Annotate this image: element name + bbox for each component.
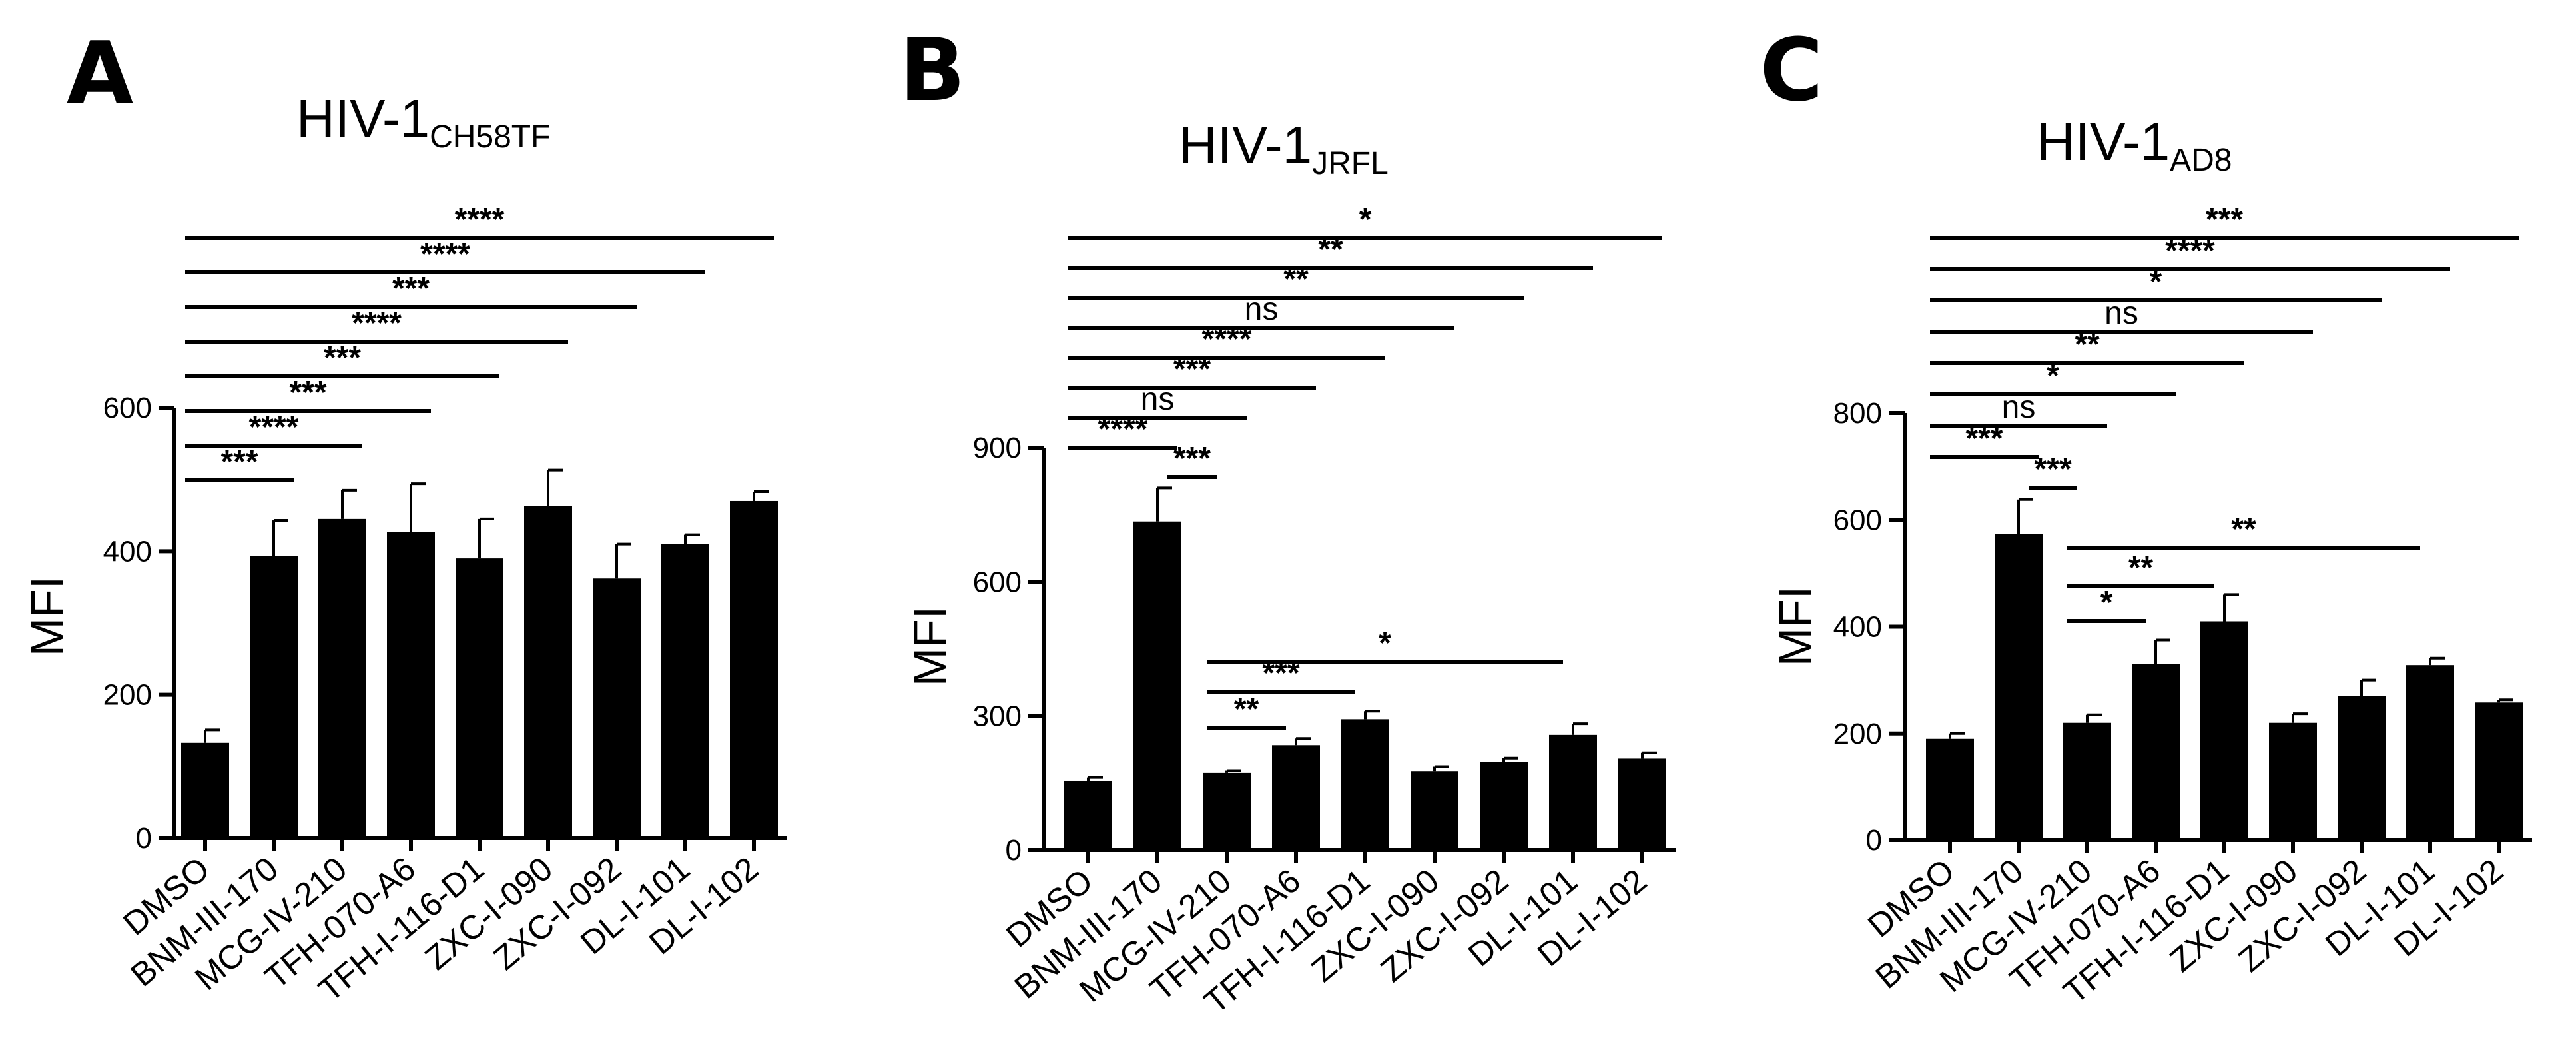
- significance-label: ****: [1202, 322, 1252, 357]
- significance-label: ***: [2206, 202, 2243, 237]
- bar: [2063, 722, 2111, 840]
- panel-title: HIV-1CH58TF: [296, 89, 550, 155]
- y-tick-label: 300: [973, 700, 1022, 733]
- bar: [1272, 745, 1320, 850]
- significance-label: ****: [249, 410, 299, 445]
- significance-label: **: [2231, 512, 2256, 547]
- significance-label: ****: [420, 237, 470, 272]
- y-tick-label: 0: [1006, 834, 1022, 867]
- y-tick-label: 400: [103, 535, 152, 568]
- significance-label: ****: [1098, 412, 1148, 447]
- y-tick-label: 0: [136, 822, 152, 855]
- panel-letter: B: [899, 19, 965, 121]
- significance-label: *: [1379, 626, 1391, 661]
- significance-label: *: [2150, 264, 2162, 300]
- bar: [2200, 621, 2248, 840]
- bar: [1995, 534, 2043, 840]
- y-tick-label: 200: [103, 679, 152, 712]
- panel-b: BHIV-1JRFLMFI0300600900DMSOBNM-III-170MC…: [899, 19, 1676, 1021]
- y-tick-label: 900: [973, 432, 1022, 464]
- significance-label: **: [2128, 550, 2154, 586]
- significance-label: ns: [2104, 296, 2138, 331]
- title-main: HIV-1: [1179, 115, 1312, 175]
- bar: [387, 532, 435, 838]
- significance-label: ***: [1173, 441, 1211, 476]
- bar: [1549, 734, 1597, 850]
- bar: [1411, 771, 1458, 850]
- y-axis-label: MFI: [904, 606, 956, 687]
- panel-a: A HIV-1CH58TFMFI0200400600DMSOBNM-III-170…: [21, 23, 787, 1009]
- bar: [730, 500, 778, 838]
- significance-label: ***: [289, 375, 326, 410]
- y-tick-label: 800: [1833, 397, 1882, 430]
- significance-label: **: [2075, 327, 2100, 362]
- bar: [1064, 780, 1112, 850]
- title-subscript: CH58TF: [430, 119, 550, 155]
- bar: [1480, 762, 1528, 850]
- significance-label: ***: [220, 444, 258, 480]
- y-tick-label: 600: [1833, 504, 1882, 536]
- bar: [1203, 772, 1251, 850]
- significance-label: ***: [1965, 421, 2003, 456]
- y-axis-label: MFI: [1770, 586, 1821, 667]
- significance-label: ***: [1173, 352, 1211, 387]
- panel-c: CHIV-1AD8MFI0200400600800DMSOBNM-III-170…: [1760, 19, 2532, 1011]
- significance-label: ***: [392, 271, 430, 306]
- bar: [318, 518, 366, 838]
- bar: [2338, 696, 2386, 840]
- bar: [2269, 722, 2317, 840]
- panel-title: HIV-1AD8: [2037, 112, 2232, 178]
- bar: [2475, 702, 2523, 840]
- title-main: HIV-1: [296, 89, 430, 148]
- significance-label: *: [2100, 585, 2113, 620]
- significance-label: ***: [1262, 656, 1299, 691]
- bar: [1133, 521, 1181, 850]
- significance-label: **: [1234, 692, 1259, 727]
- y-tick-label: 600: [973, 566, 1022, 598]
- bar: [2406, 665, 2454, 840]
- significance-label: ns: [2002, 390, 2036, 425]
- significance-label: **: [1318, 232, 1343, 267]
- y-tick-label: 600: [103, 392, 152, 424]
- bar: [250, 556, 298, 838]
- bar: [524, 506, 572, 838]
- significance-label: ***: [324, 340, 361, 376]
- title-subscript: JRFL: [1312, 146, 1389, 181]
- y-tick-label: 400: [1833, 611, 1882, 644]
- significance-label: ****: [2165, 233, 2215, 268]
- title-main: HIV-1: [2037, 112, 2170, 171]
- y-tick-label: 0: [1866, 824, 1882, 857]
- panel-letter: C: [1760, 19, 1823, 121]
- significance-label: *: [1359, 202, 1372, 237]
- y-axis-label: MFI: [21, 576, 73, 657]
- bar: [2132, 664, 2180, 840]
- significance-label: ns: [1141, 382, 1175, 417]
- bar: [456, 558, 503, 838]
- significance-label: ***: [2034, 452, 2071, 487]
- bar: [1341, 719, 1389, 850]
- significance-label: **: [1283, 262, 1309, 297]
- bar: [661, 544, 709, 838]
- y-tick-label: 200: [1833, 718, 1882, 750]
- significance-label: ****: [352, 306, 402, 341]
- bar: [1618, 758, 1666, 850]
- bar: [1926, 738, 1974, 840]
- bar: [593, 578, 641, 838]
- significance-label: ****: [455, 202, 505, 237]
- panel-letter: A: [67, 23, 134, 124]
- bar: [181, 742, 229, 838]
- panel-title: HIV-1JRFL: [1179, 115, 1389, 181]
- title-subscript: AD8: [2170, 143, 2232, 178]
- significance-label: ns: [1245, 292, 1279, 327]
- significance-label: *: [2047, 358, 2059, 394]
